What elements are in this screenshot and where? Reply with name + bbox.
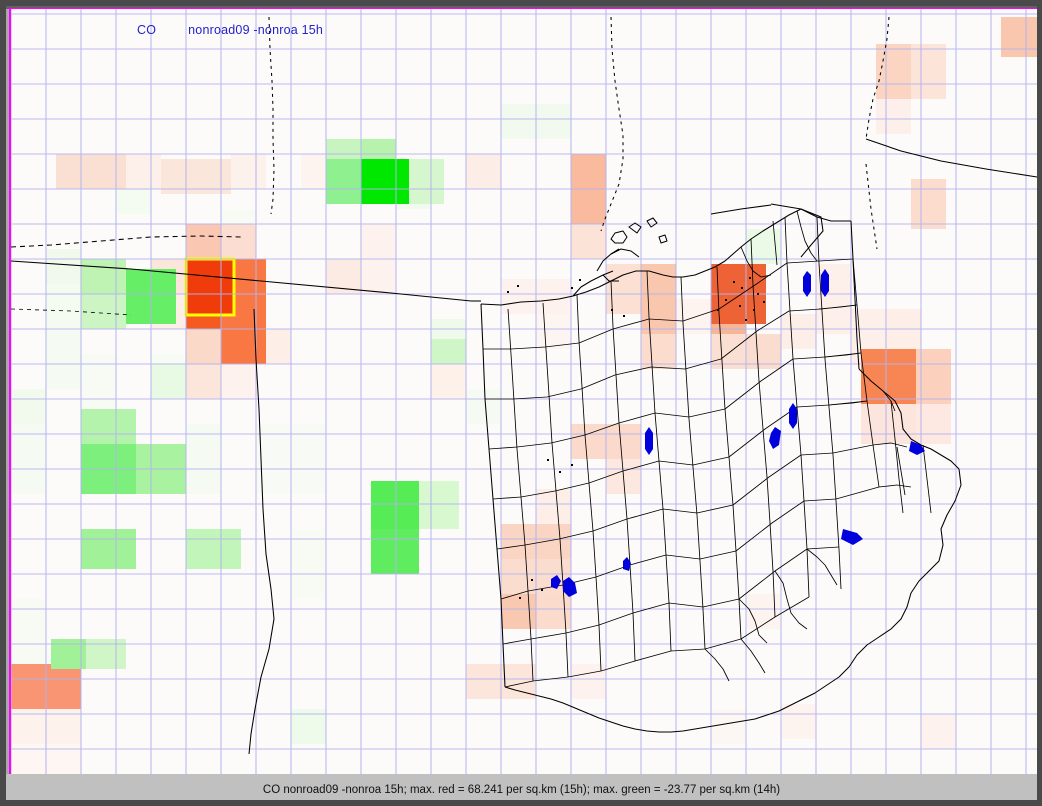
window-bevel-bottom <box>0 800 1042 806</box>
map-canvas[interactable] <box>11 9 1037 774</box>
map-title-label: CO nonroad09 -nonroa 15h <box>137 23 323 37</box>
caption-bar: CO nonroad09 -nonroa 15h; max. red = 68.… <box>6 780 1037 800</box>
map-svg[interactable] <box>11 9 1037 774</box>
window-frame-top <box>6 6 1037 9</box>
window-frame-left <box>6 6 11 774</box>
urban-point-markers <box>507 277 765 599</box>
window-bevel-top <box>0 0 1042 6</box>
window-bevel-left <box>0 0 6 800</box>
caption-text: CO nonroad09 -nonroa 15h; max. red = 68.… <box>262 784 781 796</box>
max-red-cell <box>184 257 236 317</box>
window-bevel-right <box>1037 0 1042 806</box>
species-label: CO <box>137 23 157 37</box>
water-bodies <box>551 269 925 597</box>
scenario-label: nonroad09 -nonroa 15h <box>188 23 324 37</box>
boundary-lines <box>11 16 1037 755</box>
map-grid <box>11 9 1037 774</box>
